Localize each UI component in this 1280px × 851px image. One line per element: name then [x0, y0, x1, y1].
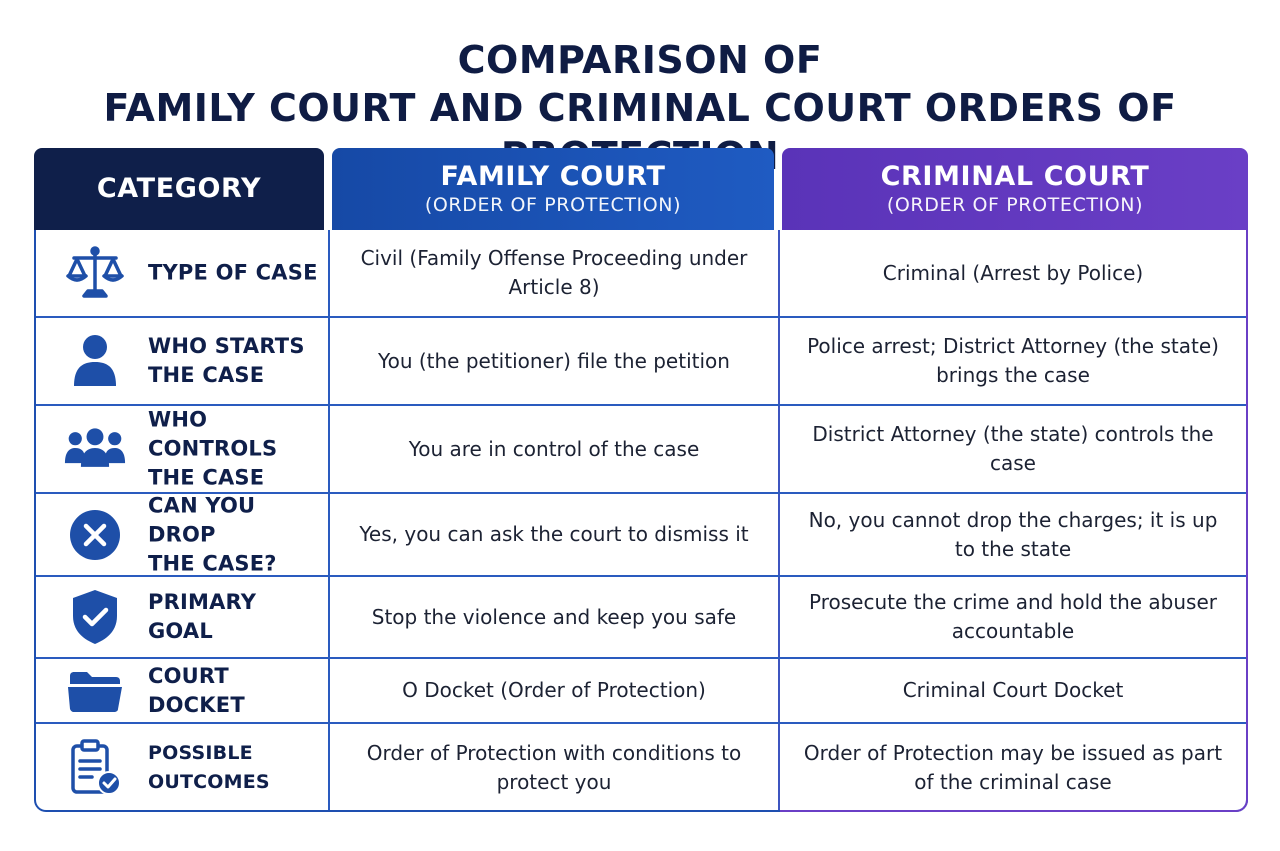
- header-category-label: CATEGORY: [96, 173, 262, 204]
- header-family-main: FAMILY COURT: [440, 161, 666, 192]
- family-cell: Civil (Family Offense Proceeding under A…: [360, 246, 748, 299]
- category-label: CAN YOU DROP THE CASE?: [148, 493, 277, 575]
- table-body: TYPE OF CASE Civil (Family Offense Proce…: [34, 230, 1248, 812]
- clipboard-check-icon: [64, 737, 126, 799]
- shield-check-icon: [64, 586, 126, 648]
- table-row: COURT DOCKET O Docket (Order of Protecti…: [36, 659, 1246, 724]
- comparison-table: CATEGORY FAMILY COURT (ORDER OF PROTECTI…: [34, 148, 1248, 812]
- header-criminal-main: CRIMINAL COURT: [880, 161, 1150, 192]
- table-row: PRIMARY GOAL Stop the violence and keep …: [36, 577, 1246, 659]
- family-cell: Order of Protection with conditions to p…: [366, 741, 742, 794]
- page-title: COMPARISON OF FAMILY COURT AND CRIMINAL …: [0, 36, 1280, 180]
- category-cell: WHO CONTROLS THE CASE: [36, 406, 328, 492]
- category-cell: WHO STARTS THE CASE: [36, 318, 328, 404]
- criminal-cell: Criminal (Arrest by Police): [882, 260, 1144, 285]
- table-row: CAN YOU DROP THE CASE? Yes, you can ask t…: [36, 493, 1246, 577]
- family-cell: You (the petitioner) file the petition: [378, 348, 730, 373]
- criminal-cell: Criminal Court Docket: [902, 678, 1124, 702]
- table-row: TYPE OF CASE Civil (Family Offense Proce…: [36, 230, 1246, 318]
- person-icon: [64, 330, 126, 392]
- family-cell: You are in control of the case: [408, 436, 700, 461]
- header-criminal-court: CRIMINAL COURT (ORDER OF PROTECTION): [782, 148, 1248, 230]
- family-cell: Stop the violence and keep you safe: [371, 604, 737, 629]
- category-label: WHO STARTS THE CASE: [148, 334, 305, 387]
- category-label: WHO CONTROLS THE CASE: [148, 407, 278, 490]
- category-cell: POSSIBLE OUTCOMES: [36, 724, 328, 810]
- header-criminal-sub: (ORDER OF PROTECTION): [886, 194, 1144, 216]
- category-cell: CAN YOU DROP THE CASE?: [36, 493, 328, 575]
- group-icon: [64, 418, 126, 480]
- category-cell: PRIMARY GOAL: [36, 577, 328, 657]
- table-row: WHO STARTS THE CASE You (the petitioner) …: [36, 318, 1246, 406]
- title-line-1: COMPARISON OF: [457, 38, 823, 82]
- category-label: PRIMARY GOAL: [148, 590, 257, 643]
- scales-icon: [64, 242, 126, 304]
- criminal-cell: No, you cannot drop the charges; it is u…: [808, 507, 1218, 561]
- criminal-cell: Police arrest; District Attorney (the st…: [807, 334, 1219, 387]
- folder-icon: [64, 660, 126, 722]
- category-label: POSSIBLE OUTCOMES: [148, 742, 270, 793]
- category-label: TYPE OF CASE: [148, 260, 318, 285]
- table-row: POSSIBLE OUTCOMES Order of Protection wi…: [36, 724, 1246, 810]
- family-cell: Yes, you can ask the court to dismiss it: [359, 522, 749, 546]
- category-cell: TYPE OF CASE: [36, 230, 328, 316]
- criminal-cell: Order of Protection may be issued as par…: [803, 741, 1223, 794]
- header-family-sub: (ORDER OF PROTECTION): [424, 194, 682, 216]
- header-family-court: FAMILY COURT (ORDER OF PROTECTION): [332, 148, 774, 230]
- criminal-cell: District Attorney (the state) controls t…: [812, 422, 1214, 475]
- table-row: WHO CONTROLS THE CASE You are in control …: [36, 406, 1246, 494]
- header-category: CATEGORY: [34, 148, 324, 230]
- category-label: COURT DOCKET: [148, 663, 245, 717]
- x-circle-icon: [64, 504, 126, 566]
- criminal-cell: Prosecute the crime and hold the abuser …: [809, 590, 1217, 643]
- category-cell: COURT DOCKET: [36, 659, 328, 722]
- family-cell: O Docket (Order of Protection): [402, 678, 706, 702]
